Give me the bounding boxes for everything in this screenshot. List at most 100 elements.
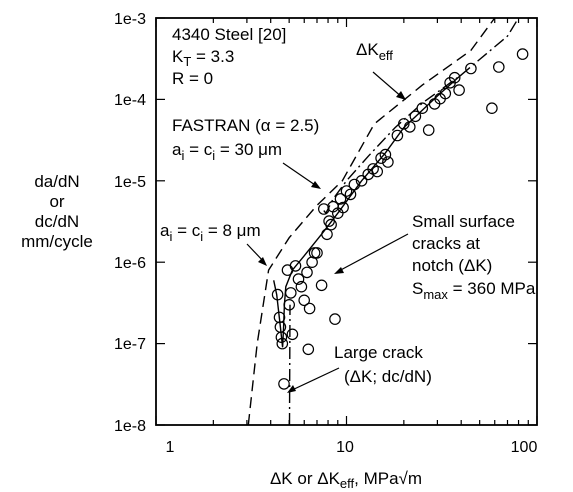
- data-point: [303, 302, 316, 315]
- x-tick-label: 100: [511, 439, 538, 456]
- data-point: [308, 247, 321, 259]
- y-axis-title-line: da/dN: [34, 172, 79, 191]
- data-point: [516, 48, 529, 60]
- small-cracks-label: notch (ΔK): [412, 256, 492, 275]
- ai8-rest: = 8 μm: [203, 221, 261, 240]
- y-axis-title-line: dc/dN: [35, 212, 79, 231]
- r-ratio-label: R = 0: [172, 69, 213, 88]
- large-crack-label: Large crack: [334, 343, 423, 362]
- data-point: [416, 102, 429, 114]
- data-point: [286, 328, 299, 341]
- data-point: [284, 287, 297, 299]
- data-point: [492, 61, 505, 73]
- data-point: [329, 313, 341, 325]
- data-point: [271, 288, 284, 301]
- y-tick-label: 1e-5: [114, 174, 146, 191]
- ai30-a: a: [172, 140, 182, 159]
- ai30-eq: = c: [184, 140, 212, 159]
- ai8-a: a: [160, 221, 170, 240]
- data-point: [276, 337, 289, 350]
- kt-main: K: [172, 47, 184, 66]
- data-points: [271, 48, 529, 390]
- data-point: [465, 62, 477, 75]
- kt-sub: T: [183, 54, 191, 69]
- data-point: [453, 84, 465, 96]
- data-point: [337, 201, 349, 214]
- data-point: [391, 129, 404, 142]
- series-line-2: [323, 17, 520, 215]
- data-point: [486, 102, 498, 114]
- data-point: [302, 343, 315, 356]
- smax-sub: max: [423, 287, 448, 302]
- x-axis-title-sub: eff: [340, 476, 355, 491]
- leader-fastran-30: [282, 162, 319, 188]
- kt-rest: = 3.3: [191, 47, 234, 66]
- y-tick-label: 1e-4: [114, 92, 146, 109]
- data-point: [321, 228, 333, 241]
- leader-small-cracks: [336, 233, 409, 273]
- y-tick-label: 1e-7: [114, 336, 146, 353]
- ai30-i: i: [181, 148, 184, 163]
- data-point: [448, 71, 461, 84]
- ai-30-label: ai = ci = 30 μm: [172, 140, 282, 163]
- arrowhead: [287, 385, 296, 393]
- data-point: [325, 218, 337, 231]
- data-point: [301, 266, 313, 279]
- leader-large-crack: [289, 367, 340, 392]
- arrowhead: [258, 257, 267, 266]
- data-point: [379, 148, 392, 161]
- ai8-eq: = c: [172, 221, 200, 240]
- smax-main: S: [412, 279, 423, 298]
- dk-eff-main: ΔK: [356, 40, 379, 59]
- data-point: [334, 193, 347, 205]
- x-axis-title: ΔK or ΔKeff, MPa√m: [270, 469, 422, 491]
- data-point: [397, 118, 410, 130]
- smax-label: Smax = 360 MPa: [412, 279, 536, 302]
- data-point: [422, 124, 435, 136]
- data-point: [340, 185, 353, 197]
- series-line-4: [288, 304, 291, 426]
- data-point: [311, 247, 323, 259]
- data-point: [348, 178, 361, 191]
- x-tick-label: 10: [336, 439, 354, 456]
- fastran-label: FASTRAN (α = 2.5): [172, 116, 319, 135]
- data-point: [344, 188, 357, 201]
- data-point: [275, 331, 288, 343]
- data-point: [281, 264, 294, 276]
- axis-ticks: [155, 17, 538, 426]
- data-point: [315, 279, 328, 292]
- data-point: [403, 121, 416, 133]
- data-point: [278, 378, 290, 390]
- large-crack-label: (ΔK; dc/dN): [344, 367, 432, 386]
- y-tick-label: 1e-3: [114, 11, 146, 28]
- x-tick-label: 1: [166, 439, 175, 456]
- small-cracks-label: cracks at: [412, 234, 480, 253]
- ai8-i2: i: [200, 229, 203, 244]
- leader-arrowheads: [258, 91, 406, 393]
- x-axis-title-main: ΔK or ΔK: [270, 469, 341, 488]
- arrowhead: [396, 91, 406, 100]
- ai8-i: i: [169, 229, 172, 244]
- series-line-1: [247, 17, 496, 426]
- x-axis-title-rest: , MPa√m: [354, 469, 422, 488]
- data-point: [289, 260, 302, 272]
- y-tick-label: 1e-6: [114, 255, 146, 272]
- y-tick-label: 1e-8: [114, 418, 146, 435]
- ai-8-label: ai = ci = 8 μm: [160, 221, 261, 244]
- data-point: [273, 311, 286, 324]
- dk-eff-sub: eff: [379, 48, 394, 63]
- data-point: [409, 110, 422, 123]
- y-axis-title-line: mm/cycle: [21, 232, 93, 251]
- smax-rest: = 360 MPa: [448, 279, 536, 298]
- data-point: [355, 175, 368, 187]
- data-point: [371, 165, 383, 178]
- data-point: [439, 87, 452, 100]
- data-point: [298, 294, 310, 307]
- arrowhead: [334, 267, 344, 274]
- material-label: 4340 Steel [20]: [172, 25, 286, 44]
- ai30-rest: = 30 μm: [215, 140, 282, 159]
- y-axis-title-line: or: [49, 192, 64, 211]
- data-point: [283, 298, 295, 311]
- ai30-i2: i: [212, 148, 215, 163]
